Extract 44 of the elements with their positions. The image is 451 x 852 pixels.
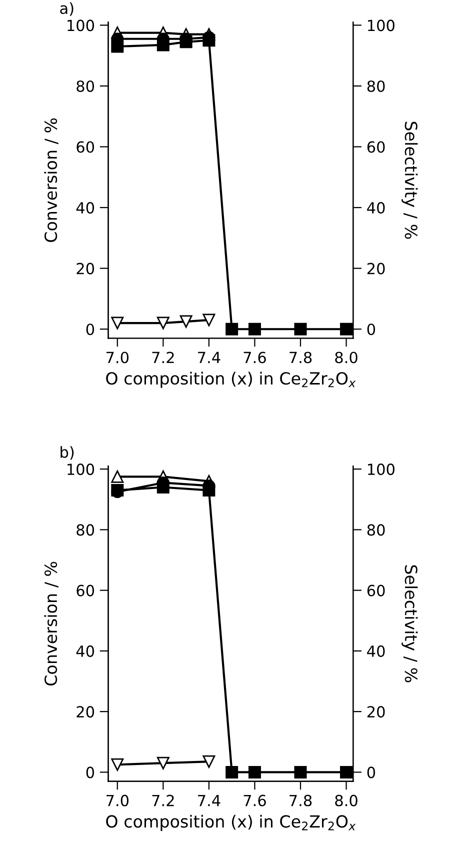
y-tick-label: 20 xyxy=(76,706,94,718)
y2-axis-title: Selectivity / % xyxy=(402,122,418,239)
y-tick-label: 40 xyxy=(76,645,94,657)
x-tick-label: 7.0 xyxy=(106,794,129,806)
x-tick-label: 7.2 xyxy=(152,794,174,806)
y-tick-label: 100 xyxy=(68,20,94,32)
y-axis-title: Conversion / % xyxy=(44,118,58,242)
y-tick-label: 80 xyxy=(76,524,94,536)
y-tick-label: 60 xyxy=(76,141,94,153)
y-tick-label: 40 xyxy=(76,202,94,214)
y-tick-label: 0 xyxy=(86,766,94,778)
y-tick-label: 60 xyxy=(76,584,94,596)
chart-title: b) xyxy=(60,446,74,460)
y2-tick-label: 80 xyxy=(367,524,385,536)
x-axis-title: O composition (x) in Ce$_{2}$Zr$_{2}$O$_{x}$ xyxy=(106,372,356,388)
y-tick-label: 80 xyxy=(76,80,94,92)
x-tick-label: 7.8 xyxy=(290,794,312,806)
x-tick-label: 7.6 xyxy=(244,794,266,806)
y2-tick-label: 0 xyxy=(367,324,376,336)
x-axis-title: O composition (x) in Ce$_{2}$Zr$_{2}$O$_{x}$ xyxy=(106,814,356,831)
y-tick-label: 0 xyxy=(86,324,94,336)
x-tick-label: 7.4 xyxy=(198,352,220,364)
y2-tick-label: 40 xyxy=(367,645,385,657)
y-tick-label: 20 xyxy=(76,262,94,274)
y-axis-title: Conversion / % xyxy=(44,562,58,686)
y2-tick-label: 40 xyxy=(367,202,385,214)
y2-tick-label: 0 xyxy=(367,766,376,778)
y2-tick-label: 100 xyxy=(368,20,394,32)
x-tick-label: 7.4 xyxy=(198,794,220,806)
y2-axis-title: Selectivity / % xyxy=(402,565,418,682)
y2-tick-label: 80 xyxy=(367,80,385,92)
y2-tick-label: 60 xyxy=(367,584,385,596)
x-tick-label: 7.0 xyxy=(106,352,129,364)
chart-title: a) xyxy=(60,2,74,16)
y2-tick-label: 100 xyxy=(368,464,394,476)
y-tick-label: 100 xyxy=(68,464,94,476)
x-tick-label: 8.0 xyxy=(335,794,358,806)
y2-tick-label: 20 xyxy=(367,706,385,718)
x-tick-label: 7.2 xyxy=(152,352,174,364)
x-tick-label: 8.0 xyxy=(335,352,358,364)
y2-tick-label: 60 xyxy=(367,141,385,153)
x-tick-label: 7.6 xyxy=(244,352,266,364)
y2-tick-label: 20 xyxy=(367,262,385,274)
x-tick-label: 7.8 xyxy=(290,352,312,364)
